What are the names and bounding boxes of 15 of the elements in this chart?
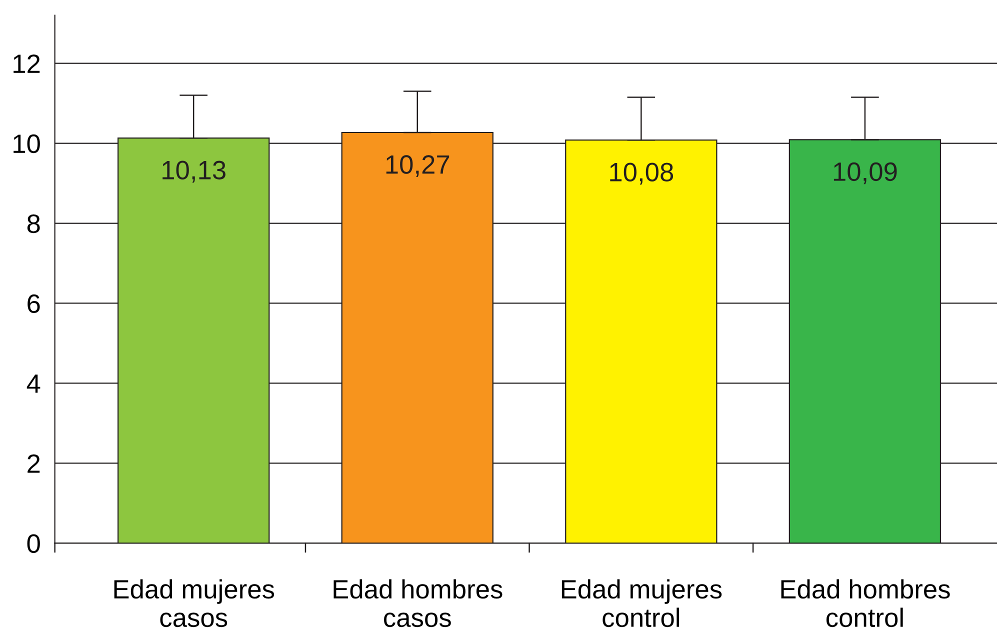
- x-tick-label: Edad mujeres control: [562, 579, 722, 628]
- data-label: 10,09: [834, 162, 897, 184]
- y-tick-label: 4: [26, 374, 40, 393]
- data-label: 10,08: [610, 162, 674, 185]
- y-tick-label: 10: [14, 134, 40, 154]
- y-tick-label: 6: [28, 294, 40, 314]
- x-tick-label: Edad hombres casos: [334, 579, 502, 628]
- y-tick-label: 0: [27, 534, 40, 553]
- y-tick-label: 12: [14, 54, 40, 73]
- y-tick-label: 2: [28, 454, 40, 473]
- x-tick-label: Edad hombres control: [781, 579, 950, 628]
- x-tick-label: Edad mujeres casos: [114, 579, 274, 628]
- data-label: 10,27: [386, 155, 450, 177]
- data-label: 10,13: [162, 160, 226, 183]
- y-tick-label: 8: [27, 214, 40, 234]
